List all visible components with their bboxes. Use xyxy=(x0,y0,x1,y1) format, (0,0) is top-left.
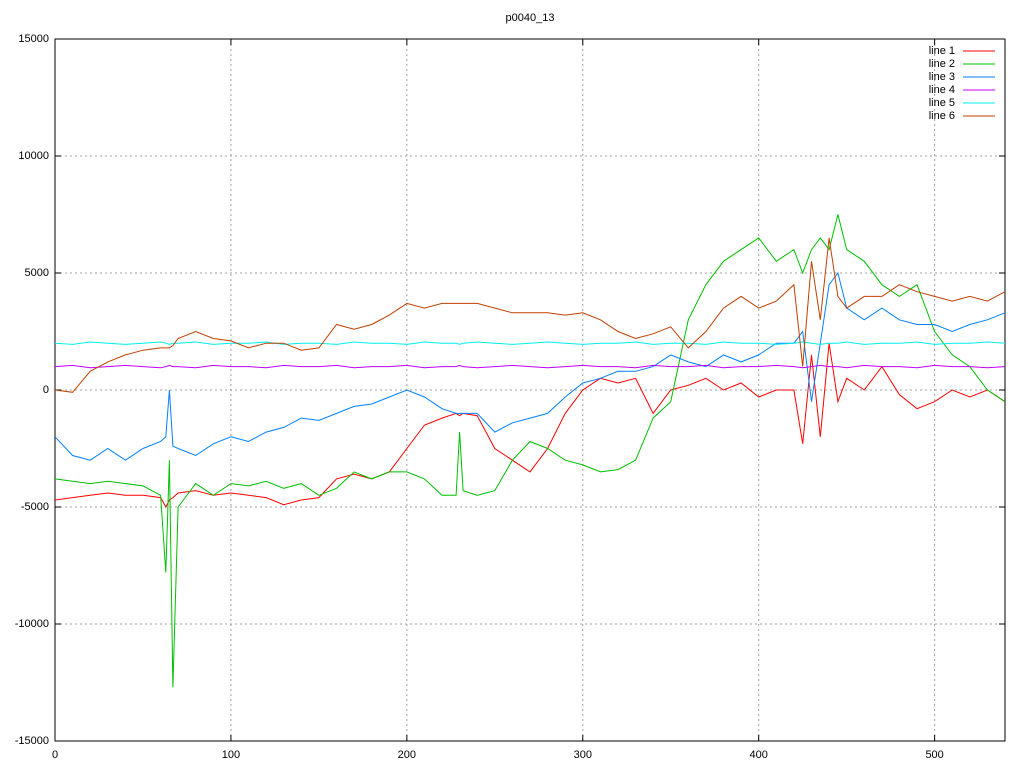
legend-label: line 2 xyxy=(929,58,955,70)
legend-label: line 5 xyxy=(929,97,955,109)
data-line xyxy=(54,364,1006,369)
legend-label: line 4 xyxy=(929,84,955,96)
x-tick-label: 400 xyxy=(750,749,768,761)
y-tick-label: -15000 xyxy=(15,735,49,747)
x-tick-label: 200 xyxy=(398,749,416,761)
y-tick-label: -5000 xyxy=(21,501,49,513)
y-tick-label: 15000 xyxy=(18,33,49,45)
data-line xyxy=(54,341,1006,345)
data-line xyxy=(54,214,1006,688)
y-tick-label: 10000 xyxy=(18,150,49,162)
legend-label: line 1 xyxy=(929,45,955,57)
chart-title: p0040_13 xyxy=(506,12,555,24)
x-tick-label: 100 xyxy=(222,749,240,761)
y-tick-label: -10000 xyxy=(15,618,49,630)
legend-label: line 3 xyxy=(929,71,955,83)
x-tick-label: 300 xyxy=(574,749,592,761)
y-tick-label: 5000 xyxy=(25,267,49,279)
data-line xyxy=(54,237,1006,393)
x-tick-label: 500 xyxy=(925,749,943,761)
x-tick-label: 0 xyxy=(52,749,58,761)
legend-label: line 6 xyxy=(929,110,955,122)
y-tick-label: 0 xyxy=(43,384,49,396)
